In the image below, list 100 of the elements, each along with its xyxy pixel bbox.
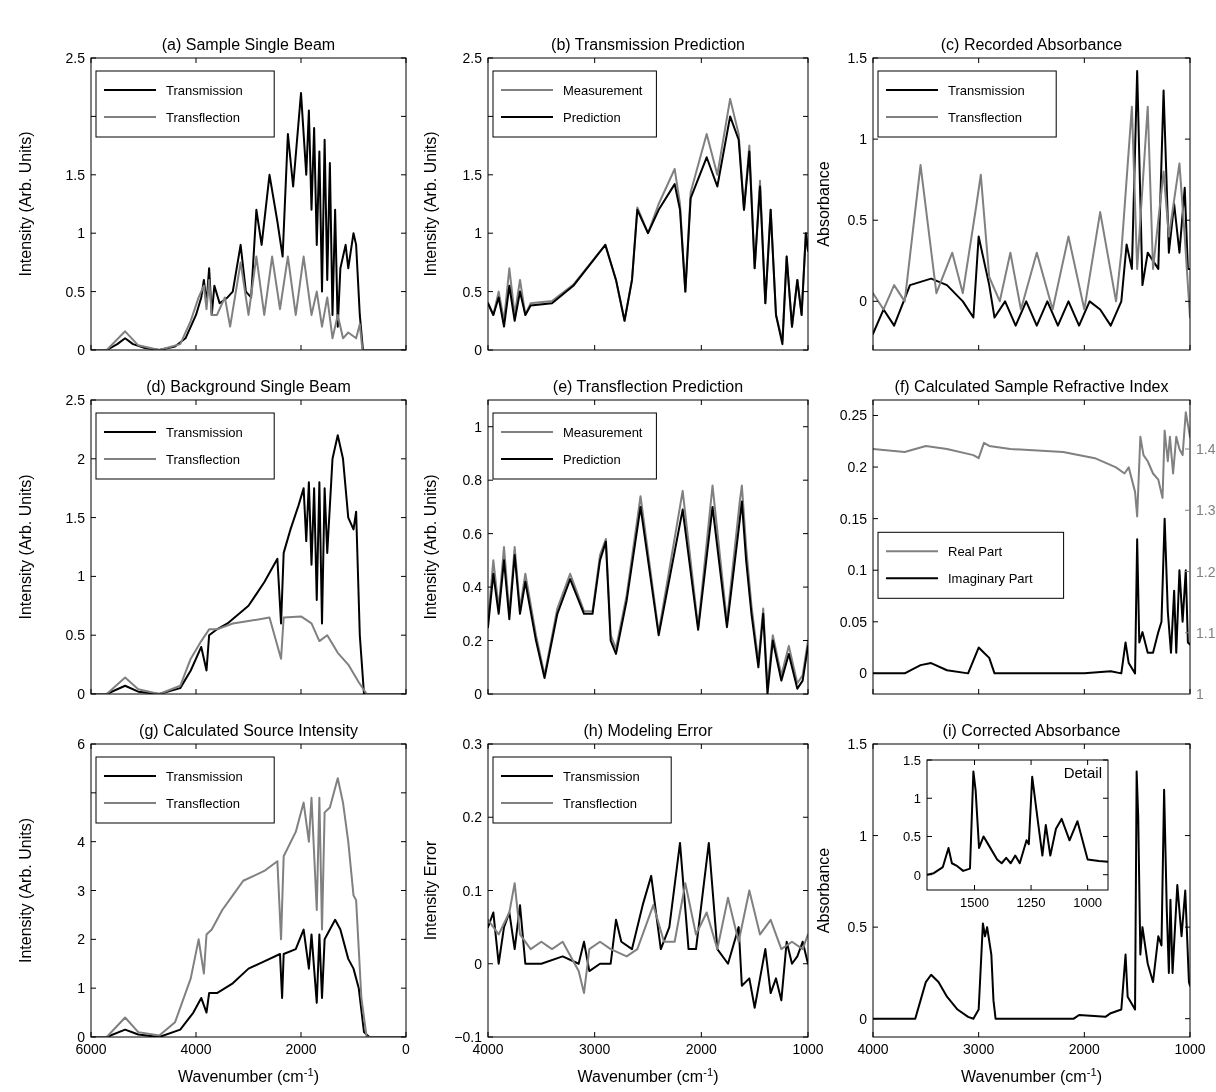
y-axis-title: Intensity (Arb. Units) <box>17 474 34 620</box>
x-tick-label: 2000 <box>685 1041 718 1057</box>
x-axis-title: Wavenumber (cm$^{-1}$) <box>577 1066 719 1085</box>
x-tick-label: 1250 <box>1016 895 1046 910</box>
x-tick-label: 2000 <box>285 1041 317 1057</box>
y-tick-label: 1 <box>913 791 921 807</box>
x-tick-label: 1500 <box>960 895 989 910</box>
chart-title: (h) Modeling Error <box>583 722 714 739</box>
y-tick-label: 0.1 <box>462 882 483 899</box>
y-tick-label: 1 <box>474 418 483 435</box>
y-tick-label: 0.8 <box>462 472 483 489</box>
legend-label: Measurement <box>563 425 643 440</box>
legend-label: Prediction <box>563 452 621 467</box>
y-tick-label: 0 <box>859 1010 868 1027</box>
y-axis-title: Intensity (Arb. Units) <box>422 474 439 620</box>
y-tick-label: 1 <box>474 225 483 242</box>
y-axis-title: Intensity (Arb. Units) <box>422 131 439 277</box>
legend-label: Transmission <box>166 83 243 98</box>
y2-tick-label: 1 <box>1196 686 1204 702</box>
chart-title: (a) Sample Single Beam <box>161 36 336 53</box>
legend-label: Transmission <box>166 425 243 440</box>
y-tick-label: 1 <box>77 980 86 997</box>
y-tick-label: 4 <box>77 833 86 850</box>
y-tick-label: 1.5 <box>462 166 483 183</box>
y-tick-label: 1.5 <box>847 736 868 752</box>
y-tick-label: 2.5 <box>462 50 483 66</box>
y-axis-title: Intensity (Arb. Units) <box>17 818 34 963</box>
y-tick-label: 0.1 <box>847 562 868 579</box>
x-tick-label: 4000 <box>857 1041 889 1057</box>
legend-label: Transflection <box>166 796 240 811</box>
y-tick-label: 0.25 <box>839 407 868 424</box>
y-tick-label: 0 <box>474 342 483 358</box>
legend-label: Transflection <box>563 796 637 811</box>
legend-label: Prediction <box>563 110 621 125</box>
y2-tick-label: 1.4 <box>1196 441 1216 457</box>
y-tick-label: 0.5 <box>902 829 921 845</box>
y-tick-label: 0.2 <box>462 809 483 826</box>
y-tick-label: 0 <box>77 342 86 358</box>
legend-label: Transflection <box>166 110 240 125</box>
y-axis-title: Intensity Error <box>422 840 439 941</box>
x-tick-label: 2000 <box>1068 1041 1101 1057</box>
y-tick-label: 2 <box>77 931 86 948</box>
y-tick-label: 0.05 <box>839 613 868 630</box>
y-tick-label: 0.5 <box>847 919 868 936</box>
y-tick-label: 2 <box>77 450 86 467</box>
y-tick-label: 2.5 <box>65 50 86 66</box>
y-tick-label: 0.5 <box>65 283 86 300</box>
x-tick-label: 0 <box>402 1041 411 1057</box>
y-tick-label: 3 <box>77 882 86 899</box>
y-axis-title: Intensity (Arb. Units) <box>17 131 34 277</box>
chart-title: (b) Transmission Prediction <box>551 36 745 53</box>
x-axis-title: Wavenumber (cm$^{-1}$) <box>961 1066 1102 1085</box>
legend-label: Transmission <box>563 769 640 784</box>
legend-label: Measurement <box>563 83 643 98</box>
legend-label: Imaginary Part <box>948 571 1033 587</box>
x-tick-label: 1000 <box>792 1041 824 1057</box>
y-tick-label: 0.3 <box>462 736 483 752</box>
y-tick-label: 0 <box>474 955 483 972</box>
legend-label: Transmission <box>948 83 1025 98</box>
legend-label: Transflection <box>166 452 240 467</box>
chart-title: (f) Calculated Sample Refractive Index <box>894 378 1169 395</box>
y-tick-label: 0 <box>859 665 868 682</box>
y-tick-label: 0.15 <box>839 510 868 527</box>
y-tick-label: 0.2 <box>462 632 483 649</box>
chart-title: (d) Background Single Beam <box>146 378 351 395</box>
x-axis-title: Wavenumber (cm$^{-1}$) <box>178 1066 319 1085</box>
chart-title: (i) Corrected Absorbance <box>942 722 1121 739</box>
y-tick-label: 1 <box>77 568 86 585</box>
x-tick-label: 3000 <box>579 1041 611 1057</box>
y-tick-label: 1 <box>859 827 868 844</box>
y-tick-label: 0 <box>77 686 86 702</box>
y2-tick-label: 1.3 <box>1196 502 1216 519</box>
legend-label: Transflection <box>948 110 1022 125</box>
y-tick-label: 2.5 <box>65 392 86 408</box>
x-tick-label: 4000 <box>180 1041 212 1057</box>
y-tick-label: 0.5 <box>462 283 483 300</box>
x-tick-label: 1000 <box>1174 1041 1206 1057</box>
legend-label: Transmission <box>166 769 243 784</box>
chart-title: Detail <box>1063 764 1102 781</box>
y-tick-label: 1 <box>77 225 86 242</box>
y2-tick-label: 1.2 <box>1196 563 1216 580</box>
chart-title: (e) Transflection Prediction <box>552 378 744 395</box>
y-tick-label: 0 <box>474 686 483 702</box>
y-tick-label: 0 <box>859 293 868 310</box>
y-tick-label: 1 <box>859 131 868 148</box>
y-tick-label: 1.5 <box>902 753 921 768</box>
y-tick-label: 0.4 <box>462 579 483 596</box>
y-tick-label: 1.5 <box>65 509 86 526</box>
y-tick-label: 0.2 <box>847 459 868 476</box>
chart-title: (g) Calculated Source Intensity <box>139 722 358 739</box>
y2-tick-label: 1.1 <box>1196 624 1216 641</box>
y-axis-title: Absorbance <box>815 161 832 247</box>
legend-label: Real Part <box>948 544 1003 560</box>
x-tick-label: 3000 <box>963 1041 995 1057</box>
y-tick-label: 0.6 <box>462 525 483 542</box>
y-tick-label: 0.5 <box>65 627 86 644</box>
y-tick-label: 6 <box>77 736 86 752</box>
chart-title: (c) Recorded Absorbance <box>940 36 1123 53</box>
y-tick-label: 0 <box>913 867 921 883</box>
y-tick-label: 1.5 <box>65 166 86 183</box>
